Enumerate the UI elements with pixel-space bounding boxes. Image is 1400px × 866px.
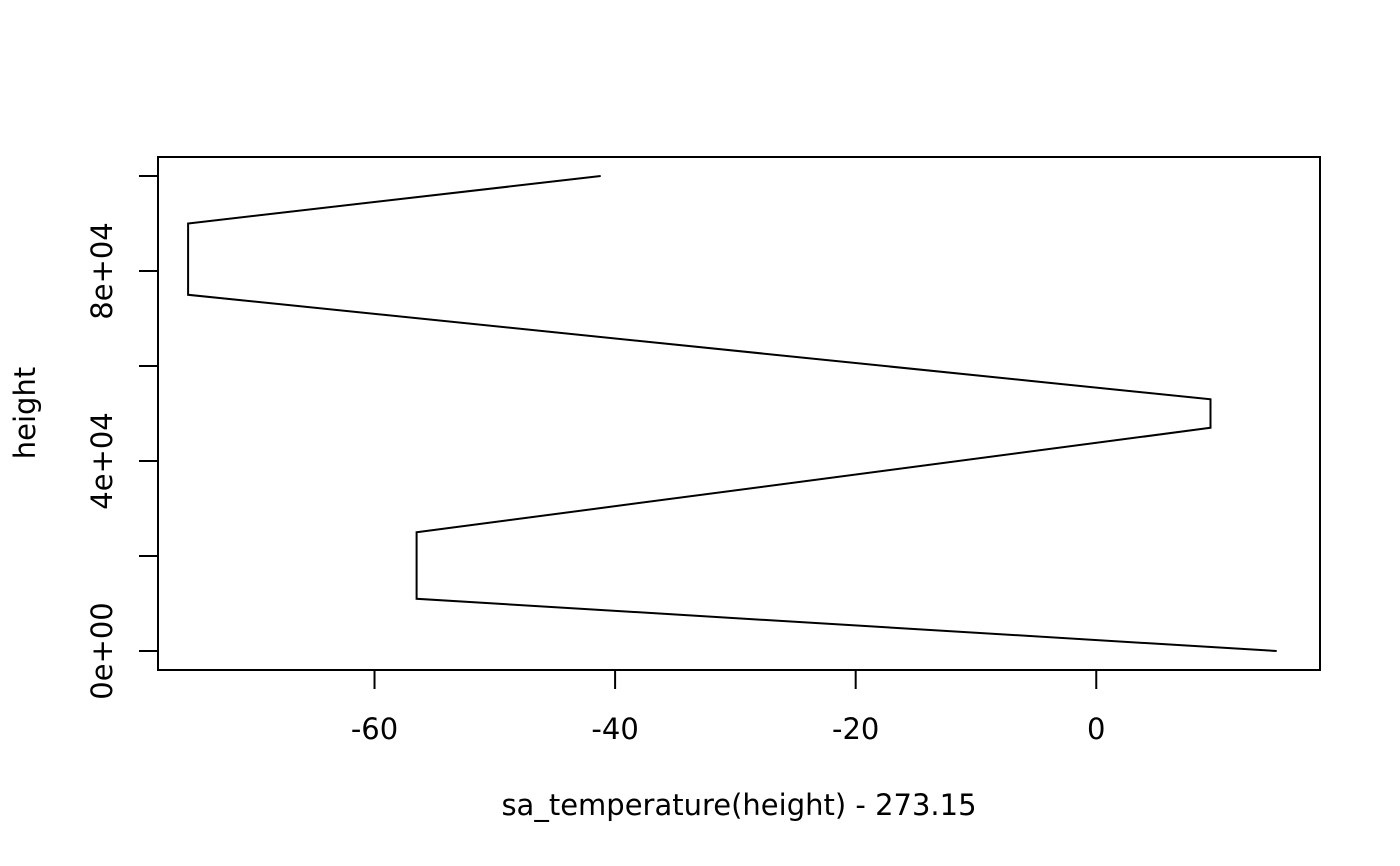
y-axis: 0e+00 4e+04 8e+04 (85, 175, 159, 700)
y-tick-label: 8e+04 (85, 222, 119, 320)
plot-area-frame (157, 156, 1321, 671)
x-tick-label: -60 (351, 712, 398, 746)
y-axis-label: height (8, 367, 42, 459)
series-line (187, 175, 1277, 652)
x-axis: -60 -40 -20 0 (351, 669, 1105, 746)
x-tick-label: -20 (832, 712, 879, 746)
x-axis-label: sa_temperature(height) - 273.15 (501, 788, 976, 822)
series-group (187, 175, 1277, 652)
x-tick-label: 0 (1087, 712, 1105, 746)
y-tick-label: 4e+04 (85, 412, 119, 510)
x-tick-label: -40 (591, 712, 638, 746)
y-tick-label: 0e+00 (85, 602, 119, 700)
